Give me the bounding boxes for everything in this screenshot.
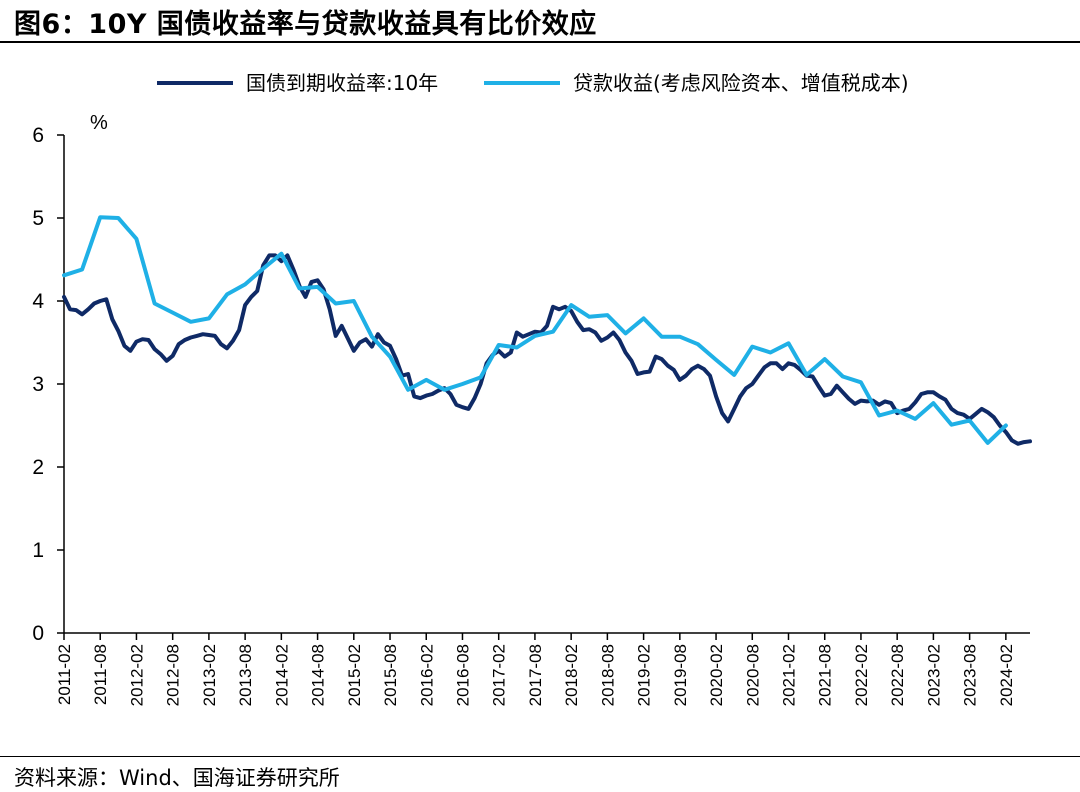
x-tick-label: 2019-08: [671, 644, 690, 706]
x-tick-label: 2016-02: [417, 644, 436, 706]
footer-divider: [0, 756, 1080, 757]
x-tick-label: 2022-08: [888, 644, 907, 706]
x-tick-label: 2016-08: [453, 644, 472, 706]
x-tick-label: 2011-08: [91, 644, 110, 705]
plot-lines: [62, 215, 1032, 446]
y-tick-label: 0: [32, 622, 44, 645]
x-tick-label: 2019-02: [635, 644, 654, 706]
series-line-loan-yield: [62, 215, 1008, 445]
x-tick-label: 2018-02: [562, 644, 581, 706]
x-tick-label: 2015-02: [345, 644, 364, 706]
x-tick-label: 2020-08: [743, 644, 762, 706]
y-tick-label: 3: [32, 373, 44, 396]
y-tick-label: 6: [32, 124, 44, 147]
y-tick-label: 1: [32, 539, 44, 562]
y-axis-unit-label: %: [90, 112, 108, 134]
x-tick-label: 2017-08: [526, 644, 545, 706]
x-tick-label: 2021-08: [816, 644, 835, 706]
source-note: 资料来源：Wind、国海证券研究所: [14, 766, 340, 790]
legend-label-series2: 贷款收益(考虑风险资本、增值税成本): [573, 71, 909, 95]
x-tick-label: 2013-08: [236, 644, 255, 706]
y-axis: 0 1 2 3 4 5 6: [32, 124, 65, 645]
x-tick-label: 2024-02: [997, 644, 1016, 706]
x-tick-label: 2020-02: [707, 644, 726, 706]
y-tick-label: 5: [32, 207, 44, 230]
line-chart: 国债到期收益率:10年 贷款收益(考虑风险资本、增值税成本) % 0 1 2 3 4 5 6…: [32, 71, 1032, 706]
x-tick-label: 2012-02: [127, 644, 146, 706]
x-tick-label: 2023-08: [961, 644, 980, 706]
x-tick-label: 2013-02: [200, 644, 219, 706]
y-tick-label: 2: [32, 456, 44, 479]
x-tick-label: 2023-02: [924, 644, 943, 706]
title-divider: [0, 41, 1080, 43]
y-tick-label: 4: [32, 290, 44, 313]
x-tick-label: 2012-08: [164, 644, 183, 706]
x-tick-label: 2014-08: [309, 644, 328, 706]
x-tick-label: 2018-08: [598, 644, 617, 706]
chart-title: 图6：10Y 国债收益率与贷款收益具有比价效应: [14, 9, 597, 40]
legend: 国债到期收益率:10年 贷款收益(考虑风险资本、增值税成本): [157, 71, 909, 95]
x-tick-label: 2015-08: [381, 644, 400, 706]
x-axis: 2011-02 2011-08 2012-02 2012-08 2013-02 2013-…: [55, 632, 1030, 706]
x-tick-label: 2021-02: [780, 644, 799, 706]
x-tick-label: 2022-02: [852, 644, 871, 706]
legend-label-series1: 国债到期收益率:10年: [246, 71, 438, 95]
x-tick-label: 2017-02: [490, 644, 509, 706]
x-tick-label: 2014-02: [272, 644, 291, 706]
x-tick-label: 2011-02: [55, 644, 74, 705]
